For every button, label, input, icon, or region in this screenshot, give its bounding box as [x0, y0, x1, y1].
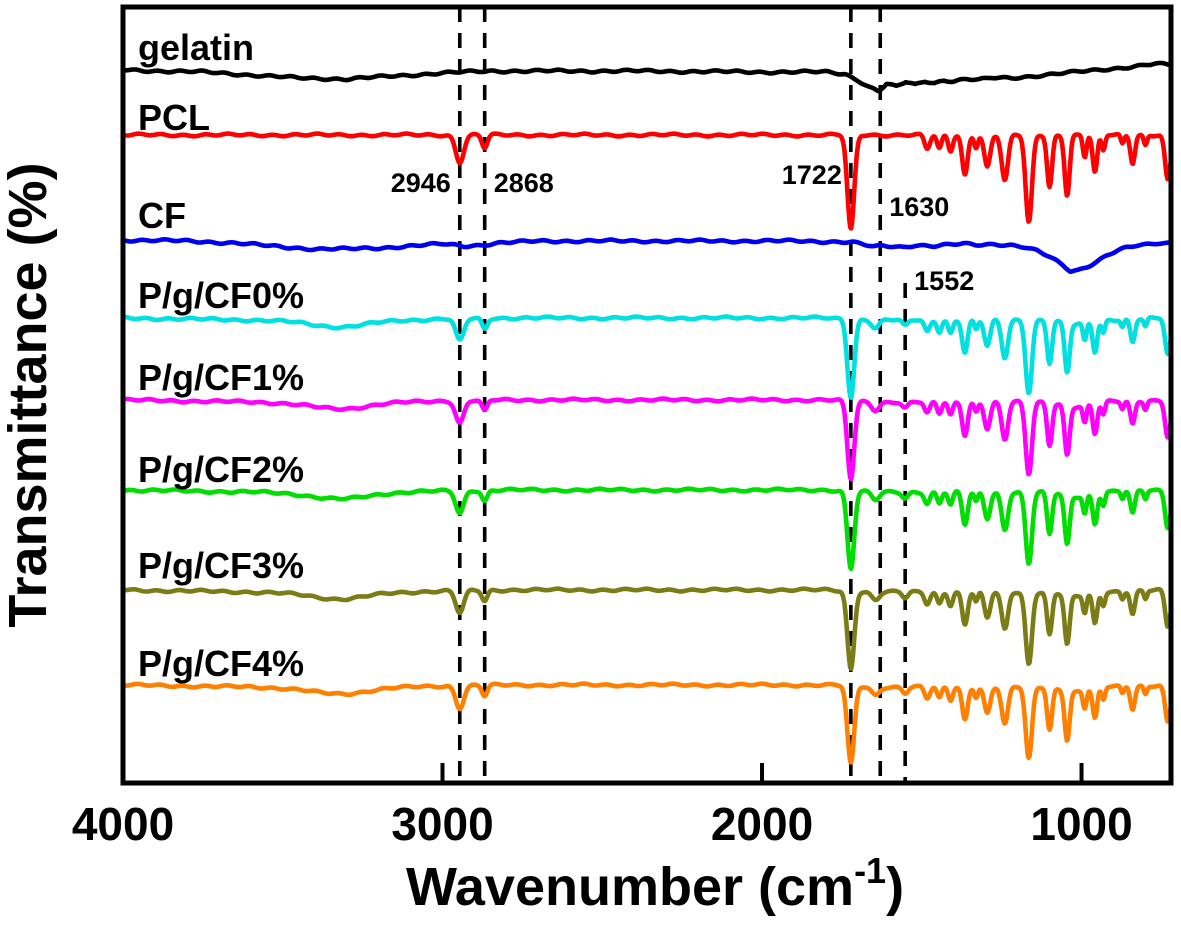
plot-frame: [120, 4, 1174, 786]
series-label-pgcf3: P/g/CF3%: [138, 545, 304, 586]
spectrum-curve-cf: [123, 237, 1171, 274]
series-label-pgcf1: P/g/CF1%: [138, 357, 304, 398]
x-axis-title-close: ): [886, 857, 904, 917]
spectra-curves: [123, 60, 1171, 765]
x-axis-title-main: Wavenumber (cm: [406, 857, 854, 917]
x-tick-label-3000: 3000: [391, 798, 493, 850]
dashed-guide-lines: [457, 7, 907, 781]
x-axis-ticks: [121, 763, 1084, 781]
spectrum-curve-pgcf4: [123, 681, 1171, 765]
y-axis-title: Transmittance (%): [0, 162, 58, 627]
series-label-pgcf4: P/g/CF4%: [138, 643, 304, 684]
spectrum-curve-pgcf2: [123, 486, 1171, 572]
x-tick-label-4000: 4000: [72, 798, 174, 850]
peak-annotation-1722: 1722: [782, 160, 842, 190]
x-axis-title-superscript: -1: [854, 850, 886, 891]
x-tick-label-2000: 2000: [711, 798, 813, 850]
x-tick-label-1000: 1000: [1030, 798, 1132, 850]
peak-annotation-1552: 1552: [914, 266, 974, 296]
series-label-cf: CF: [138, 195, 186, 236]
spectrum-curve-pcl: [123, 131, 1171, 231]
spectrum-curve-pgcf3: [123, 586, 1171, 671]
spectrum-curve-pgcf1: [123, 396, 1171, 482]
series-label-gelatin: gelatin: [138, 27, 254, 68]
peak-annotation-2946: 2946: [391, 168, 451, 198]
spectrum-curve-gelatin: [123, 60, 1171, 94]
x-axis-title: Wavenumber (cm-1): [406, 850, 904, 917]
series-label-pgcf2: P/g/CF2%: [138, 449, 304, 490]
series-label-pgcf0: P/g/CF0%: [138, 275, 304, 316]
series-label-pcl: PCL: [138, 97, 210, 138]
spectrum-curve-pgcf0: [123, 314, 1171, 401]
peak-annotation-1630: 1630: [889, 192, 949, 222]
peak-annotation-2868: 2868: [494, 168, 554, 198]
